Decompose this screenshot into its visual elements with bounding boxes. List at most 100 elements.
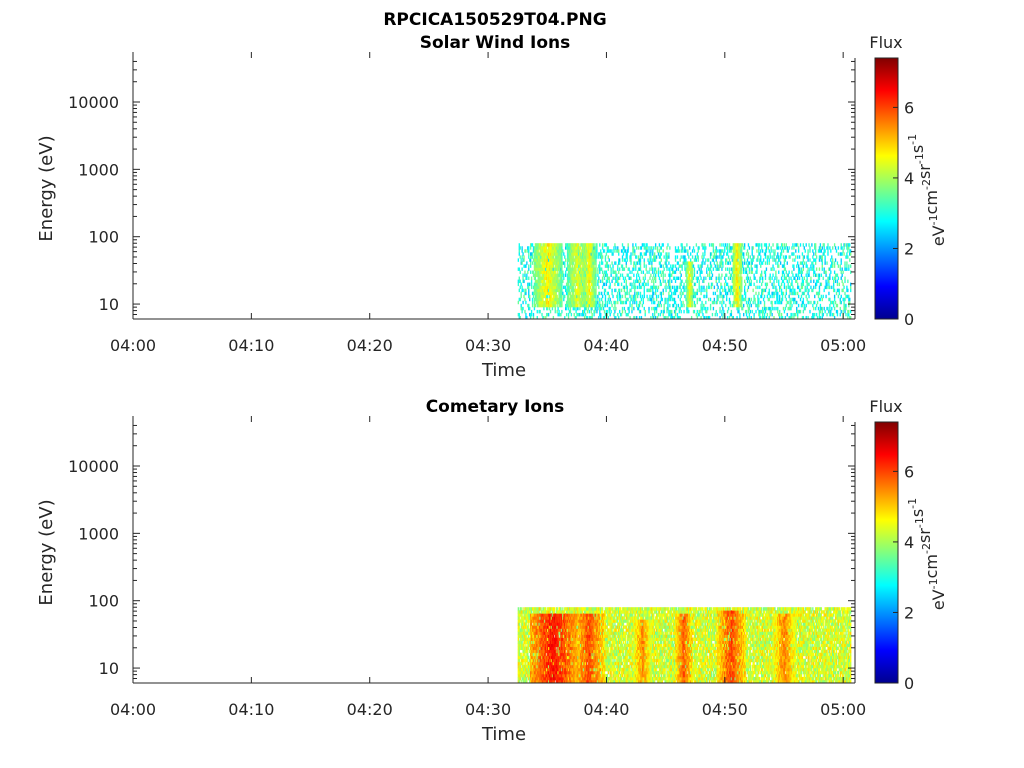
heatmap-cell — [566, 258, 569, 262]
heatmap-cell — [801, 291, 804, 296]
heatmap-cell — [690, 270, 692, 274]
heatmap-cell — [781, 270, 784, 274]
heatmap-cell — [532, 640, 535, 644]
heatmap-cell — [631, 270, 633, 274]
heatmap-cell — [598, 279, 600, 284]
heatmap-cell — [726, 261, 729, 265]
heatmap-cell — [810, 300, 812, 305]
heatmap-cell — [560, 282, 562, 287]
heatmap-cell — [575, 273, 577, 277]
heatmap-cell — [521, 676, 523, 681]
heatmap-cell — [786, 312, 788, 317]
heatmap-cell — [579, 285, 581, 290]
colorbar — [874, 57, 899, 320]
heatmap-cell — [681, 249, 683, 253]
heatmap-cell — [780, 252, 783, 256]
heatmap-cell — [536, 622, 538, 626]
heatmap-cell — [646, 294, 648, 299]
heatmap-cell — [565, 300, 568, 305]
heatmap-cell — [593, 249, 595, 253]
heatmap-cell — [626, 285, 628, 290]
heatmap-cell — [539, 658, 541, 663]
heatmap-cell — [823, 270, 825, 274]
heatmap-cell — [774, 249, 776, 253]
heatmap-cell — [695, 291, 698, 296]
heatmap-cell — [586, 270, 589, 274]
heatmap-cell — [587, 267, 590, 271]
heatmap-cell — [544, 264, 546, 268]
heatmap-cell — [780, 243, 783, 247]
heatmap-cell — [740, 261, 742, 265]
heatmap-cell — [612, 252, 614, 256]
heatmap-cell — [546, 673, 548, 678]
heatmap-cell — [738, 273, 740, 277]
heatmap-cell — [533, 631, 536, 635]
heatmap-cell — [574, 288, 576, 293]
heatmap-cell — [517, 610, 520, 614]
heatmap-cell — [553, 246, 555, 250]
heatmap-cell — [729, 288, 732, 293]
heatmap-cell — [545, 658, 547, 663]
heatmap-cell — [557, 264, 559, 268]
heatmap-cell — [725, 288, 727, 293]
heatmap-cell — [595, 252, 597, 256]
heatmap-cell — [837, 288, 840, 293]
heatmap-cell — [564, 285, 566, 290]
heatmap-cell — [581, 273, 583, 277]
heatmap-cell — [585, 285, 588, 290]
heatmap-cell — [621, 300, 624, 305]
heatmap-cell — [571, 264, 573, 268]
heatmap-cell — [560, 279, 562, 284]
heatmap-cell — [746, 273, 749, 277]
heatmap-cell — [534, 255, 537, 259]
heatmap-cell — [653, 273, 655, 277]
heatmap-cell — [772, 291, 774, 296]
heatmap-cell — [704, 249, 706, 253]
heatmap-cell — [522, 631, 524, 635]
heatmap-cell — [670, 264, 672, 268]
figure-title: RPCICA150529T04.PNG — [383, 10, 606, 30]
heatmap-cell — [551, 246, 554, 250]
heatmap-cell — [846, 294, 848, 299]
heatmap-cell — [543, 607, 545, 611]
heatmap-cell — [598, 315, 600, 320]
heatmap-cell — [550, 303, 553, 308]
heatmap-cell — [690, 267, 693, 271]
heatmap-cell — [589, 300, 591, 305]
heatmap-cell — [534, 670, 537, 675]
heatmap-cell — [728, 288, 731, 293]
heatmap-cell — [518, 613, 520, 617]
heatmap-cell — [696, 255, 698, 259]
heatmap-cell — [612, 249, 614, 253]
heatmap-cell — [615, 300, 617, 305]
heatmap-cell — [583, 294, 586, 299]
heatmap-cell — [687, 297, 689, 302]
heatmap-cell — [797, 243, 799, 247]
heatmap-cell — [528, 249, 530, 253]
heatmap-cell — [738, 297, 740, 302]
heatmap-cell — [602, 249, 605, 253]
heatmap-cell — [539, 249, 541, 253]
heatmap-cell — [667, 279, 669, 284]
heatmap-cell — [665, 288, 667, 293]
heatmap-cell — [736, 315, 738, 320]
heatmap-cell — [669, 288, 671, 293]
heatmap-cell — [737, 252, 739, 256]
heatmap-cell — [619, 297, 622, 302]
heatmap-cell — [594, 300, 596, 305]
heatmap-cell — [821, 312, 823, 317]
heatmap-cell — [569, 258, 572, 262]
heatmap-cell — [718, 276, 720, 280]
heatmap-cell — [643, 285, 645, 290]
heatmap-cell — [813, 270, 815, 274]
heatmap-cell — [729, 276, 732, 280]
heatmap-cell — [692, 288, 695, 293]
heatmap-cell — [794, 291, 796, 296]
heatmap-cell — [842, 282, 844, 287]
heatmap-cell — [819, 249, 822, 253]
heatmap-cell — [636, 276, 638, 280]
heatmap-cell — [765, 267, 768, 271]
heatmap-cell — [566, 264, 569, 268]
heatmap-cell — [645, 249, 647, 253]
heatmap-cell — [546, 285, 548, 290]
